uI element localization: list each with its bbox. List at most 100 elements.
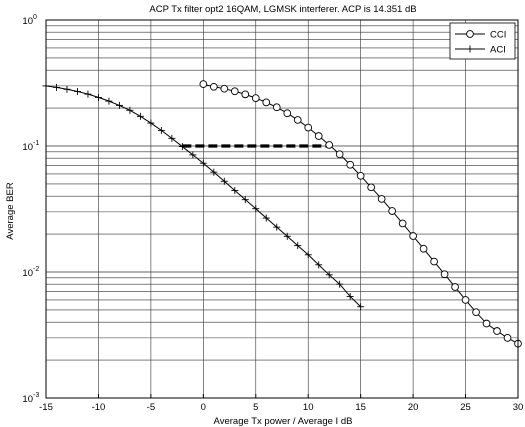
plot-frame [45,19,519,399]
circle-marker [356,171,365,180]
plus-marker [115,101,123,109]
plus-marker [73,87,81,95]
circle-marker [209,82,218,91]
x-tick-label: 20 [408,402,419,413]
x-axis-ticks: -15 -10 -5 0 5 10 15 20 25 30 [39,394,523,413]
circle-marker [377,195,386,203]
legend-box [449,22,516,60]
circle-marker [466,30,474,38]
plus-marker [241,196,249,204]
plus-marker [147,119,155,127]
circle-marker [461,296,470,304]
plus-marker [283,232,291,240]
y-tick-base: 10 [22,16,33,27]
circle-marker [314,132,323,140]
circle-marker [335,150,344,159]
plus-marker [304,251,312,259]
plus-marker [220,177,228,185]
circle-marker [419,244,428,253]
plus-marker [84,90,92,98]
circle-marker [230,87,239,96]
plus-marker [52,83,60,91]
circle-marker [409,232,417,240]
legend-item-aci: ACI [455,45,506,56]
legend: CCI ACI [449,22,516,60]
plus-marker [199,159,207,167]
circle-marker [283,109,292,118]
circle-marker [430,257,438,266]
x-tick-label: 10 [303,402,314,413]
plus-marker [294,242,302,250]
circle-marker [272,103,281,112]
chart-title: ACP Tx filter opt2 16QAM, LGMSK interfer… [149,4,416,15]
plus-marker [357,303,365,311]
circle-marker [388,207,396,215]
y-tick-base: 10 [22,142,33,153]
plus-marker [262,214,270,222]
circle-marker [440,270,449,279]
legend-label: CCI [490,30,506,41]
y-tick-label: 10 0 [22,14,37,27]
y-tick-base: 10 [22,394,33,405]
plus-marker [466,45,474,53]
plus-marker [136,112,144,120]
circle-marker [293,116,302,124]
circle-marker [367,183,376,192]
x-tick-label: 5 [253,402,258,413]
plus-marker [126,106,134,114]
plot-area [46,20,518,398]
series-layer [42,80,522,348]
plus-marker [346,292,354,300]
circle-marker [325,141,334,149]
circle-marker [304,123,313,132]
y-tick-exponent: -1 [33,140,39,147]
x-tick-label: 25 [460,402,471,413]
y-tick-exponent: -3 [33,392,39,399]
plus-marker [315,261,323,269]
plus-marker [336,280,344,288]
plus-marker [178,143,186,151]
y-axis-label: Average BER [5,182,16,240]
plus-marker [105,97,113,105]
legend-label: ACI [490,45,506,56]
y-tick-label: 10 -1 [22,140,39,153]
plus-marker [252,205,260,213]
x-axis-label: Average Tx power / Average I dB [214,416,353,427]
y-tick-base: 10 [22,268,33,279]
circle-marker [262,98,271,107]
series-aci [42,82,365,311]
circle-marker [251,94,260,102]
x-tick-label: 15 [355,402,366,413]
plus-marker [94,93,102,101]
circle-marker [241,90,250,99]
plus-marker [273,223,281,231]
x-tick-label: -5 [147,402,155,413]
y-tick-label: 10 -2 [22,266,39,279]
legend-item-cci: CCI [455,30,506,41]
plus-marker [63,85,71,93]
plus-marker [168,134,176,142]
y-tick-exponent: 0 [33,14,37,21]
plus-marker [325,271,333,279]
circle-marker [503,334,512,342]
plus-marker [231,187,239,195]
circle-marker [451,283,459,291]
x-tick-label: 0 [201,402,206,413]
plus-marker [157,126,165,134]
plus-marker [189,151,197,159]
series-cci [199,80,522,348]
x-tick-label: -10 [92,402,106,413]
circle-marker [346,160,355,169]
y-tick-exponent: -2 [33,266,39,273]
plus-marker [210,168,218,176]
circle-marker [493,327,501,335]
circle-marker [199,80,208,88]
circle-marker [220,84,229,93]
x-tick-label: -15 [39,402,53,413]
circle-marker [482,319,491,328]
circle-marker [472,308,480,317]
y-tick-label: 10 -3 [22,392,39,405]
x-tick-label: 30 [513,402,524,413]
